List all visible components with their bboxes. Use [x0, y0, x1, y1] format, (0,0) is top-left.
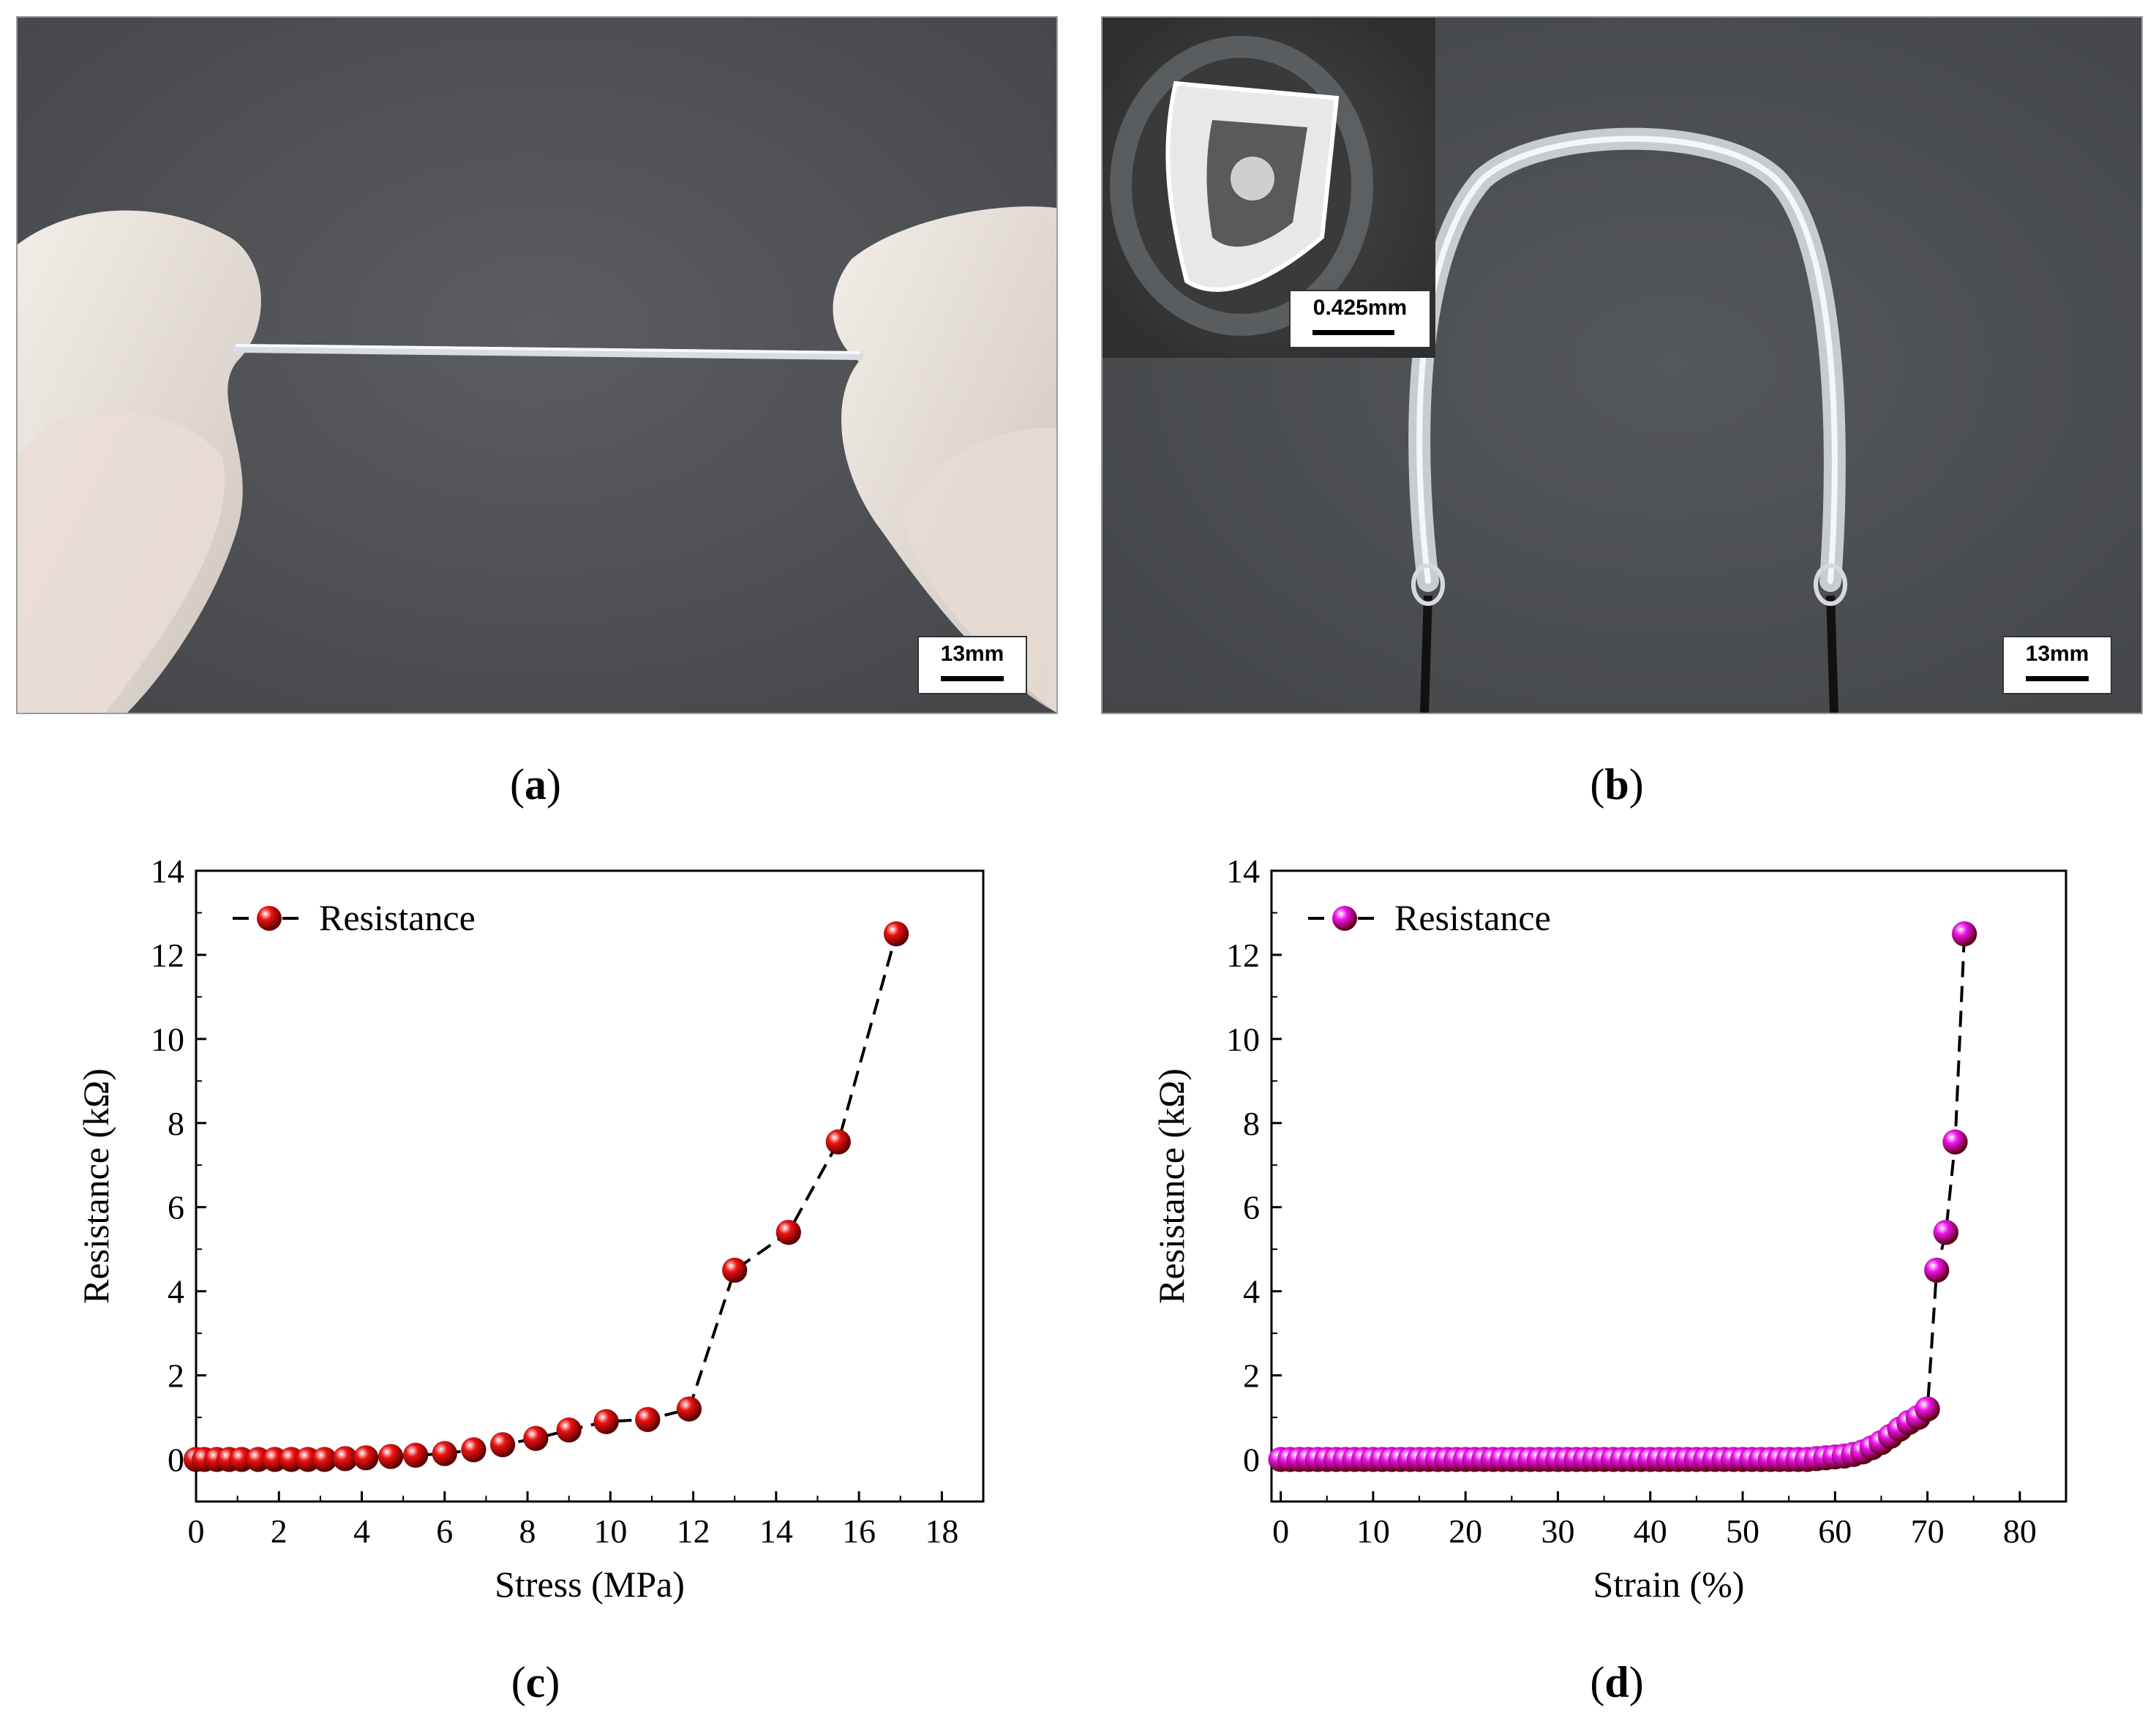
y-axis-label: Resistance (kΩ) [1151, 1068, 1192, 1304]
fiber-stretched-illustration [18, 18, 1056, 713]
y-tick-label: 10 [151, 1021, 184, 1058]
caption-b: (b) [1590, 760, 1644, 809]
y-tick-label: 10 [1226, 1021, 1260, 1058]
y-axis-label: Resistance (kΩ) [75, 1068, 116, 1304]
data-point [378, 1444, 404, 1470]
x-tick-label: 14 [759, 1512, 793, 1550]
data-point [1942, 1129, 1968, 1155]
scale-bar: 13mm [2002, 636, 2112, 694]
y-tick-label: 0 [168, 1442, 184, 1479]
scale-bar: 13mm [917, 636, 1027, 694]
data-point [593, 1409, 620, 1435]
x-tick-label: 6 [436, 1512, 453, 1550]
x-tick-label: 4 [353, 1512, 370, 1550]
x-tick-label: 10 [593, 1512, 627, 1550]
y-tick-label: 6 [1243, 1189, 1260, 1226]
inset-scale-bar-label: 0.425mm [1312, 296, 1408, 320]
x-tick-label: 0 [188, 1512, 205, 1550]
y-tick-label: 8 [1243, 1105, 1260, 1142]
data-point [1923, 1257, 1950, 1283]
inset-scale-bar-line [1312, 330, 1394, 335]
data-point [676, 1396, 702, 1422]
chart-stress-resistance: 0 2 4 6 8 10 12 14 16 18 0 2 4 6 8 10 12 14 Stress (MPa) Re… [75, 852, 985, 1605]
y-tick-label: 4 [168, 1273, 184, 1311]
x-tick-label: 0 [1272, 1512, 1289, 1550]
x-tick-label: 18 [925, 1512, 958, 1550]
x-tick-label: 20 [1449, 1512, 1482, 1550]
legend-marker [1332, 906, 1357, 931]
caption-c: (c) [511, 1658, 560, 1706]
y-tick-label: 2 [168, 1357, 184, 1395]
series-line [196, 933, 898, 1461]
inset-scale-bar: 0.425mm [1289, 290, 1431, 348]
data-point [721, 1257, 748, 1283]
x-tick-label: 70 [1911, 1512, 1945, 1550]
y-tick-label: 12 [1226, 937, 1260, 974]
plot-frame [195, 869, 985, 1503]
y-tick-label: 6 [168, 1189, 184, 1226]
y-tick-label: 0 [1243, 1442, 1260, 1479]
x-tick-label: 80 [2003, 1512, 2037, 1550]
data-point [1915, 1396, 1941, 1422]
plot-frame [1270, 869, 2067, 1503]
y-tick-label: 4 [1243, 1273, 1260, 1311]
chart-strain-resistance: 0 10 20 30 40 50 60 70 80 0 2 4 6 8 10 12 14 Strain (%) Re… [1151, 852, 2067, 1605]
x-tick-label: 16 [842, 1512, 876, 1550]
caption-d: (d) [1590, 1658, 1644, 1706]
legend-label: Resistance [319, 897, 476, 938]
data-point [883, 921, 909, 947]
data-point [556, 1417, 582, 1443]
series-line [1280, 934, 1967, 1461]
scale-bar-line [941, 676, 1004, 681]
data-point [353, 1444, 379, 1471]
data-point [432, 1440, 458, 1466]
y-tick-label: 12 [151, 937, 184, 974]
x-tick-label: 50 [1726, 1512, 1759, 1550]
data-point [402, 1442, 429, 1469]
x-tick-label: 30 [1541, 1512, 1574, 1550]
data-point [460, 1436, 487, 1463]
y-tick-label: 8 [168, 1105, 184, 1142]
x-tick-label: 40 [1634, 1512, 1667, 1550]
data-point [1933, 1219, 1959, 1245]
caption-a: (a) [510, 760, 561, 809]
x-axis-label: Strain (%) [1593, 1564, 1745, 1605]
x-tick-label: 12 [677, 1512, 710, 1550]
data-point [825, 1129, 852, 1155]
x-axis-label: Stress (MPa) [495, 1564, 685, 1605]
scale-bar-line [2026, 676, 2089, 681]
photo-fiber-bent: 0.425mm 13mm [1101, 16, 2143, 714]
x-tick-label: 8 [519, 1512, 536, 1550]
photo-fiber-stretched: 13mm [16, 16, 1058, 714]
x-tick-label: 10 [1356, 1512, 1390, 1550]
y-tick-label: 14 [1226, 852, 1260, 890]
scale-bar-label: 13mm [2025, 642, 2089, 666]
legend-marker [257, 906, 282, 931]
fiber-bent-illustration [1103, 18, 2141, 713]
x-tick-label: 60 [1818, 1512, 1852, 1550]
data-point [634, 1406, 661, 1433]
data-point [775, 1219, 802, 1245]
y-tick-label: 14 [151, 852, 184, 890]
legend-label: Resistance [1394, 897, 1551, 938]
data-point [1951, 921, 1977, 947]
scale-bar-label: 13mm [940, 642, 1004, 666]
data-point [489, 1431, 516, 1458]
data-point [522, 1425, 549, 1452]
x-tick-label: 2 [271, 1512, 288, 1550]
y-tick-label: 2 [1243, 1357, 1260, 1395]
